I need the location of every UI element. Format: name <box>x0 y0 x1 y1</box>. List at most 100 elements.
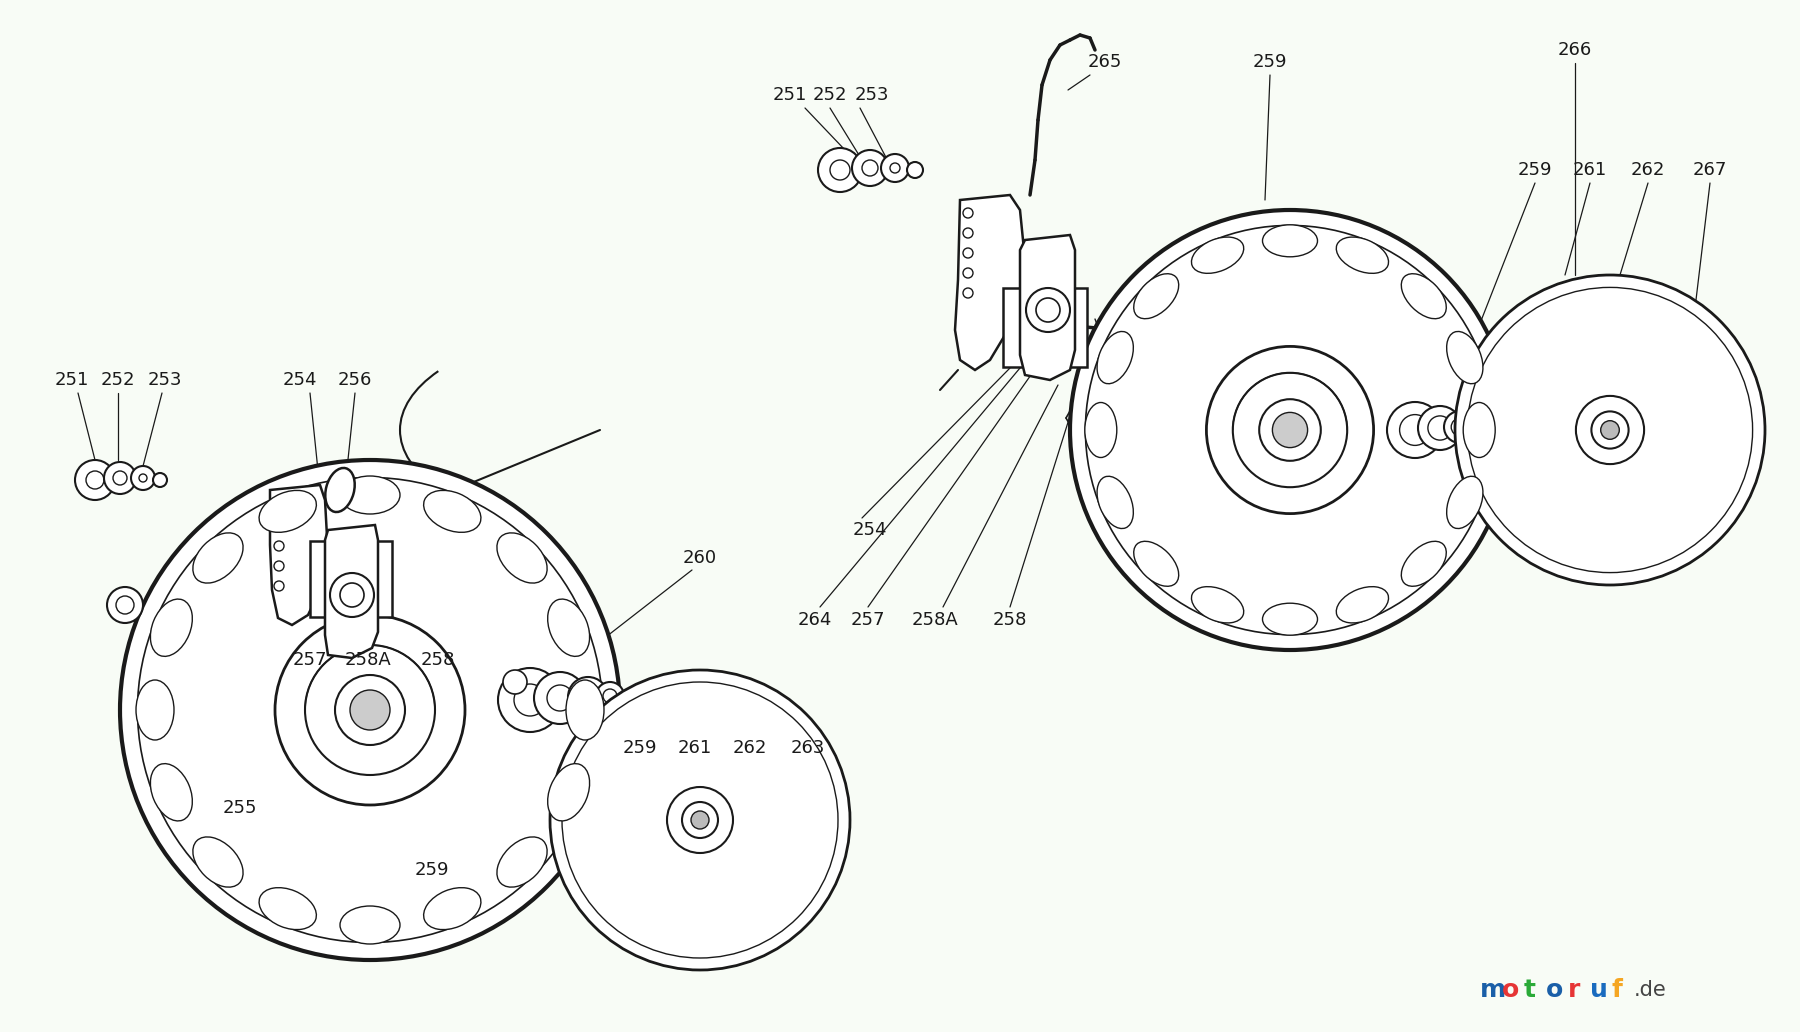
Text: 254: 254 <box>283 370 317 389</box>
Circle shape <box>1451 418 1469 436</box>
Text: 251: 251 <box>54 370 90 389</box>
Circle shape <box>1600 421 1620 440</box>
Circle shape <box>1233 373 1346 487</box>
Ellipse shape <box>259 888 317 930</box>
Circle shape <box>1418 406 1462 450</box>
Ellipse shape <box>1262 225 1318 257</box>
Circle shape <box>963 248 974 258</box>
Text: 253: 253 <box>148 370 182 389</box>
Text: 265: 265 <box>1087 53 1121 71</box>
Circle shape <box>1022 305 1067 349</box>
Circle shape <box>340 583 364 607</box>
Text: 251: 251 <box>772 86 806 104</box>
Ellipse shape <box>547 599 590 656</box>
Ellipse shape <box>1336 237 1388 273</box>
Circle shape <box>1206 347 1373 514</box>
Circle shape <box>1033 315 1057 338</box>
Circle shape <box>274 541 284 551</box>
Circle shape <box>86 471 104 489</box>
Ellipse shape <box>1192 237 1244 273</box>
Ellipse shape <box>423 888 481 930</box>
Circle shape <box>862 160 878 176</box>
Text: 267: 267 <box>1692 161 1728 179</box>
Circle shape <box>329 573 374 617</box>
Text: 259: 259 <box>623 739 657 757</box>
Text: 257: 257 <box>851 611 886 628</box>
Circle shape <box>274 501 284 511</box>
Circle shape <box>569 677 608 717</box>
Circle shape <box>535 672 587 724</box>
Text: 252: 252 <box>814 86 848 104</box>
Circle shape <box>502 670 527 694</box>
Circle shape <box>1454 275 1766 585</box>
Ellipse shape <box>497 837 547 888</box>
Circle shape <box>682 802 718 838</box>
Text: 258: 258 <box>421 651 455 669</box>
Text: t: t <box>1525 978 1535 1002</box>
Circle shape <box>907 162 923 178</box>
Ellipse shape <box>1400 273 1445 319</box>
Text: 259: 259 <box>1517 161 1552 179</box>
Circle shape <box>963 268 974 278</box>
Circle shape <box>963 228 974 238</box>
Circle shape <box>304 645 436 775</box>
Ellipse shape <box>1134 273 1179 319</box>
Circle shape <box>851 150 887 186</box>
Ellipse shape <box>193 533 243 583</box>
Circle shape <box>817 148 862 192</box>
Circle shape <box>499 668 562 732</box>
Text: 262: 262 <box>733 739 767 757</box>
Circle shape <box>1388 402 1444 458</box>
Text: 252: 252 <box>101 370 135 389</box>
Text: .de: .de <box>1634 980 1667 1000</box>
Circle shape <box>76 460 115 499</box>
Text: 264: 264 <box>797 611 832 628</box>
Ellipse shape <box>497 533 547 583</box>
Circle shape <box>115 596 133 614</box>
Circle shape <box>121 460 619 960</box>
Circle shape <box>1499 414 1525 438</box>
Text: 258: 258 <box>994 611 1028 628</box>
Ellipse shape <box>1085 402 1116 457</box>
Circle shape <box>1591 412 1629 449</box>
Circle shape <box>1260 399 1321 461</box>
Ellipse shape <box>193 837 243 888</box>
Circle shape <box>1471 419 1485 432</box>
Text: 262: 262 <box>1631 161 1665 179</box>
Circle shape <box>830 160 850 180</box>
Ellipse shape <box>1336 586 1388 623</box>
Circle shape <box>1273 413 1307 448</box>
Text: 261: 261 <box>1573 161 1607 179</box>
Ellipse shape <box>1192 586 1244 623</box>
Text: r: r <box>1568 978 1580 1002</box>
Circle shape <box>551 670 850 970</box>
Text: 254: 254 <box>853 521 887 539</box>
Circle shape <box>274 521 284 531</box>
Circle shape <box>1577 396 1643 464</box>
Circle shape <box>880 154 909 182</box>
Text: 255: 255 <box>223 799 257 817</box>
Circle shape <box>1465 414 1490 438</box>
Text: 260: 260 <box>682 549 716 567</box>
Text: u: u <box>1589 978 1607 1002</box>
Circle shape <box>106 587 142 623</box>
Ellipse shape <box>151 599 193 656</box>
Text: 263: 263 <box>790 739 824 757</box>
Circle shape <box>1037 298 1060 322</box>
Circle shape <box>274 581 284 591</box>
Text: m: m <box>1480 978 1507 1002</box>
Circle shape <box>104 462 137 494</box>
Circle shape <box>139 474 148 482</box>
Text: o: o <box>1546 978 1562 1002</box>
Circle shape <box>515 684 545 716</box>
Text: 258A: 258A <box>911 611 958 628</box>
Circle shape <box>335 675 405 745</box>
Ellipse shape <box>326 467 355 512</box>
Circle shape <box>153 473 167 487</box>
Circle shape <box>1444 411 1476 443</box>
Ellipse shape <box>423 490 481 533</box>
Text: 259: 259 <box>414 861 450 879</box>
Circle shape <box>349 690 391 730</box>
Circle shape <box>889 163 900 173</box>
Ellipse shape <box>1262 603 1318 636</box>
